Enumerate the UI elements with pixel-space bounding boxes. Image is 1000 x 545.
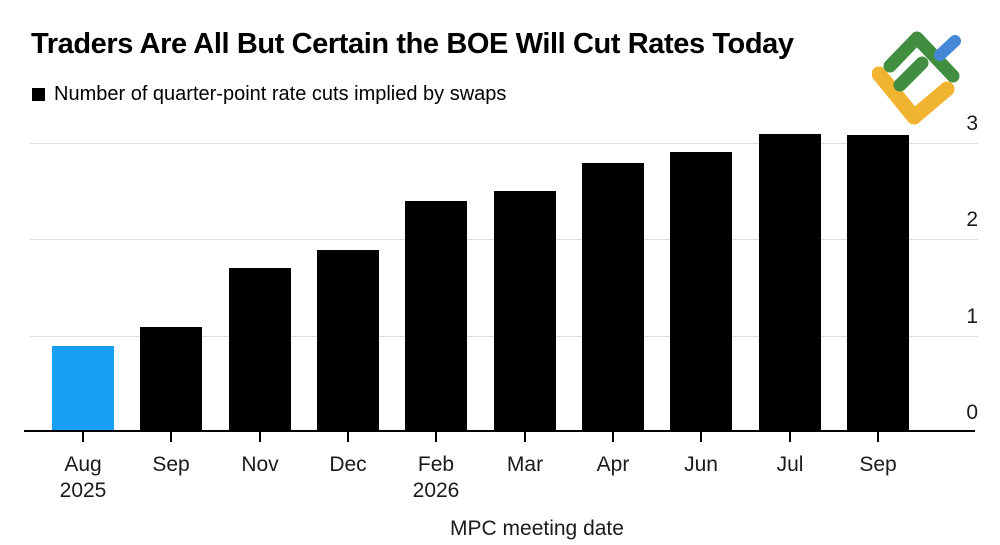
x-tick-sublabel-2026: 2026: [412, 479, 460, 502]
x-tick-1: [170, 432, 172, 442]
x-tick-5: [524, 432, 526, 442]
bar-sep: [847, 135, 909, 432]
x-tick-label-aug: Aug 2025: [37, 452, 129, 504]
bar-sep: [140, 327, 202, 432]
x-tick-label-nov: Nov: [241, 453, 279, 476]
litefinance-logo-icon: [872, 31, 961, 125]
bar-jul: [759, 134, 821, 432]
logo-yellow-check: [872, 66, 955, 125]
gridline-3: [30, 143, 978, 144]
bar-apr: [582, 163, 644, 432]
x-tick-label-dec: Dec: [329, 453, 367, 476]
y-tick-label-2: 2: [966, 208, 978, 231]
x-tick-9: [877, 432, 879, 442]
chart-title: Traders Are All But Certain the BOE Will…: [31, 28, 794, 60]
x-tick-0: [82, 432, 84, 442]
x-axis-title: MPC meeting date: [450, 517, 624, 540]
bar-jun: [670, 152, 732, 432]
chart-legend: Number of quarter-point rate cuts implie…: [32, 83, 506, 106]
bar-aug-2025: [52, 346, 114, 432]
x-tick-label-apr: Apr: [596, 453, 630, 476]
legend-label: Number of quarter-point rate cuts implie…: [54, 83, 507, 105]
x-tick-label-sep: Sep: [152, 453, 190, 476]
x-axis-line: [24, 430, 975, 432]
x-tick-label-jun: Jun: [684, 453, 718, 476]
x-tick-label-feb: Feb 2026: [390, 452, 482, 504]
y-tick-label-0: 0: [966, 401, 978, 424]
x-tick-2: [259, 432, 261, 442]
x-tick-label-sep: Sep: [859, 453, 897, 476]
legend-swatch-icon: [32, 88, 45, 101]
y-tick-label-1: 1: [966, 305, 978, 328]
bar-mar: [494, 191, 556, 432]
y-tick-label-3: 3: [966, 112, 978, 135]
x-tick-sublabel-2025: 2025: [59, 479, 107, 502]
logo-blue-stroke: [934, 35, 961, 61]
x-tick-8: [789, 432, 791, 442]
x-tick-label-mar: Mar: [506, 453, 544, 476]
x-tick-7: [700, 432, 702, 442]
x-tick-3: [347, 432, 349, 442]
logo-green-bar: [893, 56, 929, 92]
bar-dec: [317, 250, 379, 432]
bar-feb-2026: [405, 201, 467, 432]
x-tick-4: [435, 432, 437, 442]
logo-green-chevron: [883, 31, 960, 83]
x-tick-label-jul: Jul: [776, 453, 804, 476]
bar-nov: [229, 268, 291, 432]
x-tick-6: [612, 432, 614, 442]
